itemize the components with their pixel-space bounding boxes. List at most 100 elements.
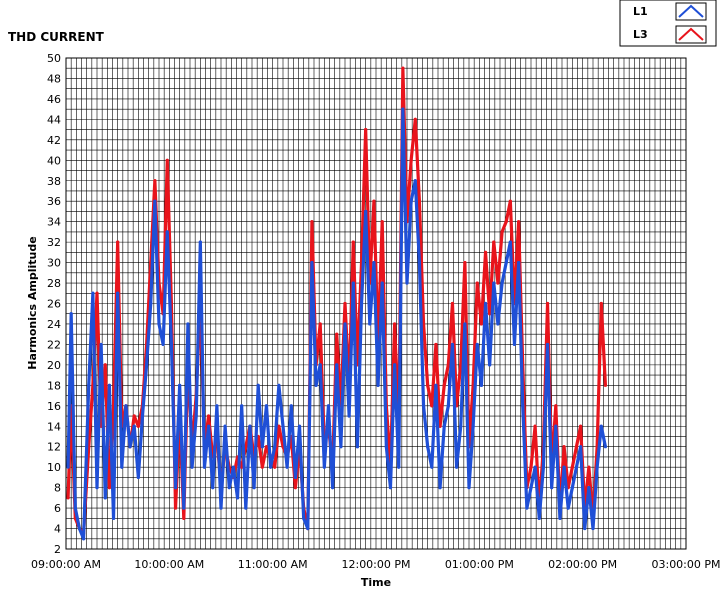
data-point-l1 bbox=[256, 383, 260, 387]
data-point-l1 bbox=[599, 424, 603, 428]
data-point-l1 bbox=[120, 465, 124, 469]
legend: L1 L3 bbox=[619, 0, 717, 47]
data-point-l1 bbox=[202, 465, 207, 469]
data-point-l3 bbox=[417, 199, 421, 203]
data-point-l1 bbox=[558, 516, 562, 520]
data-point-l1 bbox=[269, 465, 273, 469]
legend-line-l1-icon bbox=[678, 4, 704, 18]
data-point-l3 bbox=[430, 404, 434, 408]
data-point-l3 bbox=[103, 363, 107, 367]
data-point-l3 bbox=[116, 240, 120, 244]
data-point-l1 bbox=[73, 506, 77, 510]
data-point-l1 bbox=[529, 486, 533, 490]
y-tick-label: 16 bbox=[47, 400, 61, 413]
data-point-l1 bbox=[231, 465, 235, 469]
data-point-l3 bbox=[500, 230, 504, 234]
data-point-l1 bbox=[525, 506, 529, 510]
data-point-l3 bbox=[463, 260, 467, 265]
data-point-l1 bbox=[533, 465, 537, 469]
data-point-l1 bbox=[471, 424, 475, 428]
data-point-l3 bbox=[475, 281, 479, 285]
data-point-l1 bbox=[128, 445, 132, 449]
data-point-l3 bbox=[95, 291, 99, 295]
data-point-l1 bbox=[434, 383, 438, 387]
data-point-l1 bbox=[488, 363, 492, 367]
data-point-l3 bbox=[260, 465, 264, 469]
data-point-l1 bbox=[111, 516, 116, 520]
data-point-l1 bbox=[603, 445, 608, 449]
data-point-l1 bbox=[99, 342, 103, 347]
x-tick-label: 12:00:00 PM bbox=[341, 558, 410, 571]
data-point-l3 bbox=[446, 363, 450, 367]
legend-label-l1: L1 bbox=[633, 5, 648, 18]
data-point-l1 bbox=[359, 301, 364, 306]
data-point-l3 bbox=[173, 506, 178, 510]
data-point-l1 bbox=[574, 465, 579, 469]
legend-line-l3-icon bbox=[678, 27, 704, 41]
y-tick-label: 28 bbox=[47, 277, 61, 290]
data-point-l3 bbox=[380, 220, 384, 224]
data-point-l1 bbox=[173, 486, 178, 490]
data-point-l3 bbox=[393, 322, 397, 326]
data-point-l1 bbox=[570, 486, 574, 490]
data-point-l1 bbox=[81, 537, 86, 541]
data-point-l3 bbox=[107, 486, 111, 490]
legend-swatch-l3[interactable] bbox=[675, 25, 707, 44]
data-point-l1 bbox=[347, 414, 351, 418]
data-point-l1 bbox=[351, 281, 355, 285]
data-point-l1 bbox=[430, 465, 434, 469]
data-point-l1 bbox=[463, 322, 467, 326]
data-point-l1 bbox=[198, 240, 202, 244]
data-point-l1 bbox=[289, 404, 293, 408]
data-point-l3 bbox=[554, 404, 558, 408]
data-point-l3 bbox=[413, 117, 417, 121]
y-tick-label: 12 bbox=[47, 441, 61, 454]
data-point-l1 bbox=[521, 404, 525, 408]
data-point-l1 bbox=[587, 486, 591, 490]
data-point-l1 bbox=[343, 322, 347, 326]
data-point-l1 bbox=[554, 424, 558, 428]
data-point-l1 bbox=[178, 383, 182, 387]
data-point-l1 bbox=[550, 486, 554, 490]
data-point-l1 bbox=[165, 230, 169, 234]
data-point-l1 bbox=[157, 322, 161, 326]
data-point-l3 bbox=[409, 158, 413, 162]
data-point-l1 bbox=[326, 404, 331, 408]
data-point-l1 bbox=[475, 342, 479, 347]
data-point-l1 bbox=[235, 496, 240, 500]
y-tick-label: 4 bbox=[54, 523, 61, 536]
data-point-l1 bbox=[467, 486, 471, 490]
data-point-l1 bbox=[215, 404, 219, 408]
data-point-l1 bbox=[393, 363, 397, 367]
data-point-l1 bbox=[380, 281, 384, 285]
data-point-l3 bbox=[165, 158, 169, 162]
y-tick-label: 42 bbox=[47, 134, 61, 147]
y-tick-label: 34 bbox=[47, 216, 61, 229]
data-point-l3 bbox=[364, 128, 368, 132]
legend-swatch-l1[interactable] bbox=[675, 2, 707, 21]
data-point-l1 bbox=[595, 465, 599, 469]
data-point-l1 bbox=[190, 465, 194, 469]
data-point-l3 bbox=[579, 424, 583, 428]
data-point-l3 bbox=[264, 445, 269, 449]
y-tick-label: 26 bbox=[47, 298, 61, 311]
data-point-l1 bbox=[426, 445, 430, 449]
data-point-l1 bbox=[149, 301, 153, 306]
data-point-l1 bbox=[417, 260, 421, 265]
data-point-l1 bbox=[459, 424, 463, 428]
data-point-l1 bbox=[103, 496, 107, 500]
y-tick-label: 18 bbox=[47, 379, 61, 392]
data-point-l1 bbox=[355, 445, 359, 449]
data-point-l1 bbox=[372, 260, 376, 265]
data-point-l1 bbox=[116, 291, 120, 295]
y-tick-label: 40 bbox=[47, 154, 61, 167]
data-point-l1 bbox=[219, 506, 223, 510]
data-point-l1 bbox=[413, 179, 417, 183]
data-point-l3 bbox=[207, 414, 211, 418]
legend-label-l3: L3 bbox=[633, 28, 648, 41]
data-point-l3 bbox=[599, 301, 603, 306]
data-point-l1 bbox=[446, 404, 450, 408]
x-axis-ticks: 09:00:00 AM 10:00:00 AM 11:00:00 AM 12:00:0… bbox=[31, 558, 720, 571]
data-point-l1 bbox=[496, 322, 500, 326]
